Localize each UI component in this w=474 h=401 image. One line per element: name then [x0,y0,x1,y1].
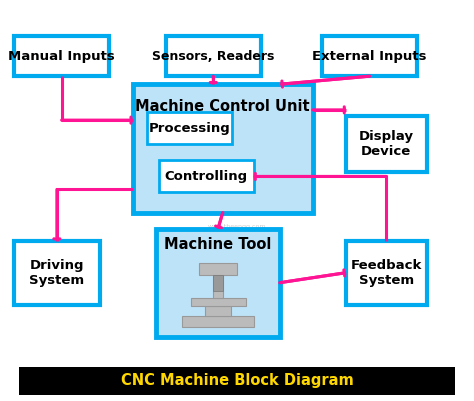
FancyBboxPatch shape [199,263,237,275]
Text: Machine Tool: Machine Tool [164,237,272,252]
FancyBboxPatch shape [182,316,254,327]
FancyBboxPatch shape [205,306,231,316]
FancyBboxPatch shape [191,298,246,306]
FancyBboxPatch shape [19,367,455,395]
Text: Sensors, Readers: Sensors, Readers [152,50,274,63]
FancyBboxPatch shape [322,36,417,76]
FancyBboxPatch shape [346,241,427,305]
Text: Display
Device: Display Device [359,130,414,158]
FancyBboxPatch shape [14,241,100,305]
Text: Machine Control Unit: Machine Control Unit [136,99,310,114]
Text: www.theengg.com: www.theengg.com [208,224,266,229]
FancyBboxPatch shape [166,36,261,76]
Text: External Inputs: External Inputs [312,50,427,63]
FancyBboxPatch shape [156,229,280,337]
Text: Controlling: Controlling [164,170,248,183]
FancyBboxPatch shape [147,112,232,144]
FancyBboxPatch shape [133,84,313,213]
FancyBboxPatch shape [159,160,254,192]
FancyBboxPatch shape [346,116,427,172]
Text: Feedback
System: Feedback System [351,259,422,287]
FancyBboxPatch shape [14,36,109,76]
FancyBboxPatch shape [213,268,223,298]
FancyBboxPatch shape [213,275,223,291]
Text: CNC Machine Block Diagram: CNC Machine Block Diagram [120,373,354,389]
Text: Manual Inputs: Manual Inputs [8,50,115,63]
Text: Driving
System: Driving System [29,259,84,287]
Text: Processing: Processing [149,122,230,135]
